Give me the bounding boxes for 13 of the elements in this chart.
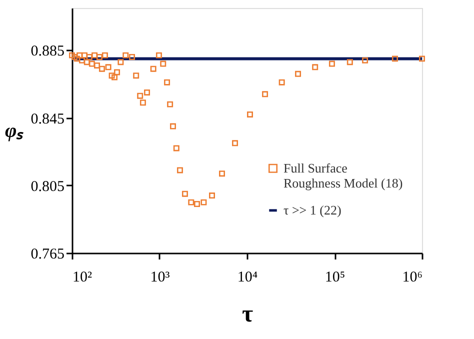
y-tick-label: 0.765 [30,246,64,262]
x-tick-label: 10³ [150,270,170,286]
x-tick-label: 10⁴ [237,270,258,286]
x-tick-label: 10² [72,270,92,286]
legend-label: Full Surface Roughness Model (18) [284,160,403,190]
legend-label: τ >> 1 (22) [284,202,342,218]
y-tick-label: 0.805 [30,178,64,195]
x-axis-title: τ [242,302,254,328]
y-axis-title: φₛ [5,120,25,142]
x-tick-label: 10⁶ [402,270,422,286]
y-tick-label: 0.885 [30,44,64,60]
x-tick-label: 10⁵ [324,270,346,286]
y-tick-label: 0.845 [30,111,64,128]
